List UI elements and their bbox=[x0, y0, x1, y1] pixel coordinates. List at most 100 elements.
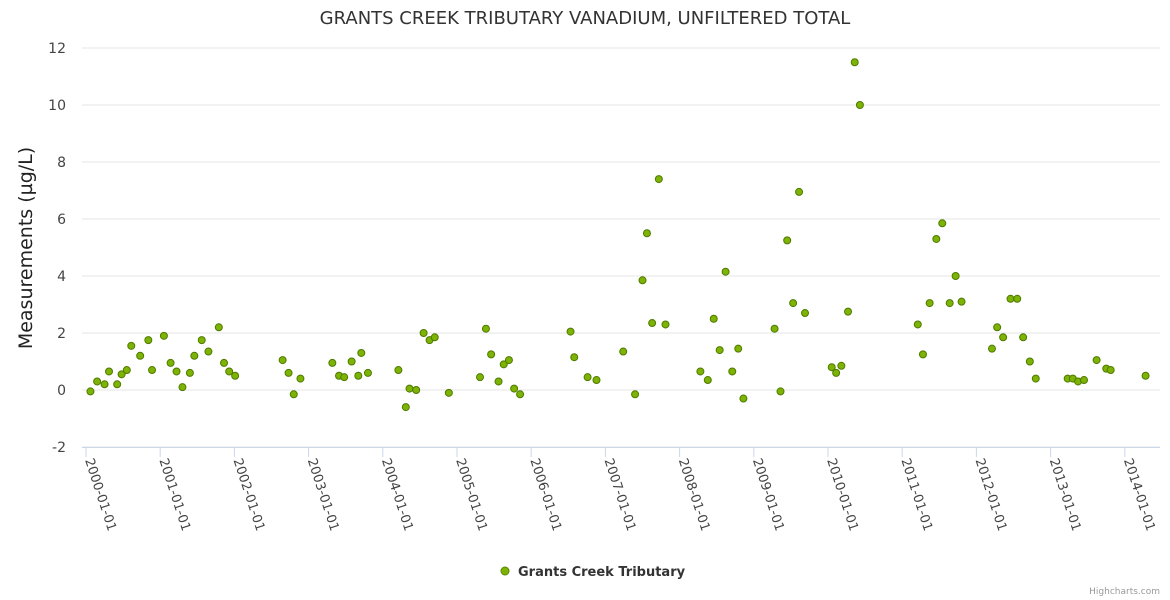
data-point[interactable] bbox=[122, 366, 131, 375]
data-point[interactable] bbox=[999, 333, 1008, 342]
data-point[interactable] bbox=[204, 347, 213, 356]
data-point[interactable] bbox=[363, 368, 372, 377]
data-point[interactable] bbox=[296, 374, 305, 383]
data-point[interactable] bbox=[159, 331, 168, 340]
data-point[interactable] bbox=[93, 377, 102, 386]
data-point[interactable] bbox=[795, 187, 804, 196]
data-point[interactable] bbox=[1079, 376, 1088, 385]
data-point[interactable] bbox=[721, 267, 730, 276]
data-point[interactable] bbox=[225, 367, 234, 376]
data-point[interactable] bbox=[105, 367, 114, 376]
data-point[interactable] bbox=[850, 58, 859, 67]
data-point[interactable] bbox=[284, 368, 293, 377]
data-point[interactable] bbox=[1031, 374, 1040, 383]
data-point[interactable] bbox=[913, 320, 922, 329]
data-point[interactable] bbox=[638, 276, 647, 285]
data-point[interactable] bbox=[357, 348, 366, 357]
data-point[interactable] bbox=[832, 368, 841, 377]
data-point[interactable] bbox=[631, 390, 640, 399]
data-point[interactable] bbox=[592, 376, 601, 385]
data-point[interactable] bbox=[1006, 294, 1015, 303]
data-point[interactable] bbox=[951, 272, 960, 280]
data-point[interactable] bbox=[136, 351, 145, 360]
data-point[interactable] bbox=[100, 380, 109, 389]
data-point[interactable] bbox=[703, 376, 712, 385]
data-point[interactable] bbox=[619, 347, 628, 356]
data-point[interactable] bbox=[783, 236, 792, 245]
data-point[interactable] bbox=[925, 299, 934, 308]
data-point[interactable] bbox=[855, 101, 864, 109]
data-point[interactable] bbox=[844, 307, 853, 316]
data-point[interactable] bbox=[993, 323, 1002, 332]
data-point[interactable] bbox=[1092, 356, 1101, 365]
data-point[interactable] bbox=[412, 386, 421, 394]
data-point[interactable] bbox=[401, 403, 410, 412]
data-point[interactable] bbox=[117, 370, 126, 379]
data-point[interactable] bbox=[220, 358, 229, 367]
data-point[interactable] bbox=[510, 384, 519, 393]
data-point[interactable] bbox=[419, 329, 428, 337]
data-point[interactable] bbox=[127, 341, 136, 350]
data-point[interactable] bbox=[185, 368, 194, 377]
legend[interactable]: Grants Creek Tributary bbox=[500, 565, 686, 580]
data-point[interactable] bbox=[715, 346, 724, 355]
data-point[interactable] bbox=[776, 387, 785, 396]
data-point[interactable] bbox=[487, 350, 496, 359]
data-point[interactable] bbox=[214, 323, 223, 332]
data-point[interactable] bbox=[1025, 357, 1034, 366]
data-point[interactable] bbox=[394, 366, 403, 375]
data-point[interactable] bbox=[800, 309, 809, 318]
data-point[interactable] bbox=[957, 297, 966, 306]
data-point[interactable] bbox=[405, 384, 414, 393]
data-point[interactable] bbox=[642, 229, 651, 238]
data-point[interactable] bbox=[583, 373, 592, 382]
data-point[interactable] bbox=[444, 388, 453, 397]
data-point[interactable] bbox=[278, 356, 287, 365]
data-point[interactable] bbox=[739, 394, 748, 403]
data-point[interactable] bbox=[827, 363, 836, 372]
data-point[interactable] bbox=[504, 356, 513, 365]
data-point[interactable] bbox=[328, 358, 337, 367]
data-point[interactable] bbox=[696, 367, 705, 376]
data-point[interactable] bbox=[197, 336, 206, 345]
data-point[interactable] bbox=[770, 324, 779, 333]
data-point[interactable] bbox=[113, 380, 122, 389]
data-point[interactable] bbox=[430, 333, 439, 342]
data-point[interactable] bbox=[938, 219, 947, 228]
data-point[interactable] bbox=[734, 344, 743, 353]
data-point[interactable] bbox=[566, 327, 575, 336]
data-point[interactable] bbox=[1106, 366, 1115, 375]
data-point[interactable] bbox=[476, 373, 485, 382]
data-point[interactable] bbox=[945, 299, 954, 308]
data-point[interactable] bbox=[728, 367, 737, 376]
data-point[interactable] bbox=[481, 324, 490, 333]
data-point[interactable] bbox=[654, 175, 663, 184]
data-point[interactable] bbox=[354, 371, 363, 380]
data-point[interactable] bbox=[289, 390, 298, 399]
data-point[interactable] bbox=[178, 383, 187, 392]
data-point[interactable] bbox=[570, 353, 579, 362]
data-point[interactable] bbox=[648, 319, 657, 328]
data-point[interactable] bbox=[918, 350, 927, 359]
data-point[interactable] bbox=[789, 299, 798, 308]
data-point[interactable] bbox=[231, 371, 240, 380]
data-point[interactable] bbox=[148, 366, 157, 375]
data-point[interactable] bbox=[1013, 294, 1022, 303]
data-point[interactable] bbox=[144, 336, 153, 345]
data-point[interactable] bbox=[837, 361, 846, 370]
legend-label[interactable]: Grants Creek Tributary bbox=[518, 565, 686, 580]
data-point[interactable] bbox=[932, 234, 941, 243]
data-point[interactable] bbox=[499, 360, 508, 369]
data-point[interactable] bbox=[709, 314, 718, 323]
data-point[interactable] bbox=[166, 358, 175, 367]
data-point[interactable] bbox=[190, 351, 199, 360]
data-point[interactable] bbox=[987, 344, 996, 353]
data-point[interactable] bbox=[1141, 371, 1150, 380]
data-point[interactable] bbox=[661, 320, 670, 329]
data-point[interactable] bbox=[1019, 333, 1028, 342]
data-point[interactable] bbox=[347, 357, 356, 366]
data-point[interactable] bbox=[172, 367, 181, 376]
data-point[interactable] bbox=[340, 373, 349, 382]
data-point[interactable] bbox=[86, 387, 95, 396]
data-point[interactable] bbox=[516, 390, 525, 399]
